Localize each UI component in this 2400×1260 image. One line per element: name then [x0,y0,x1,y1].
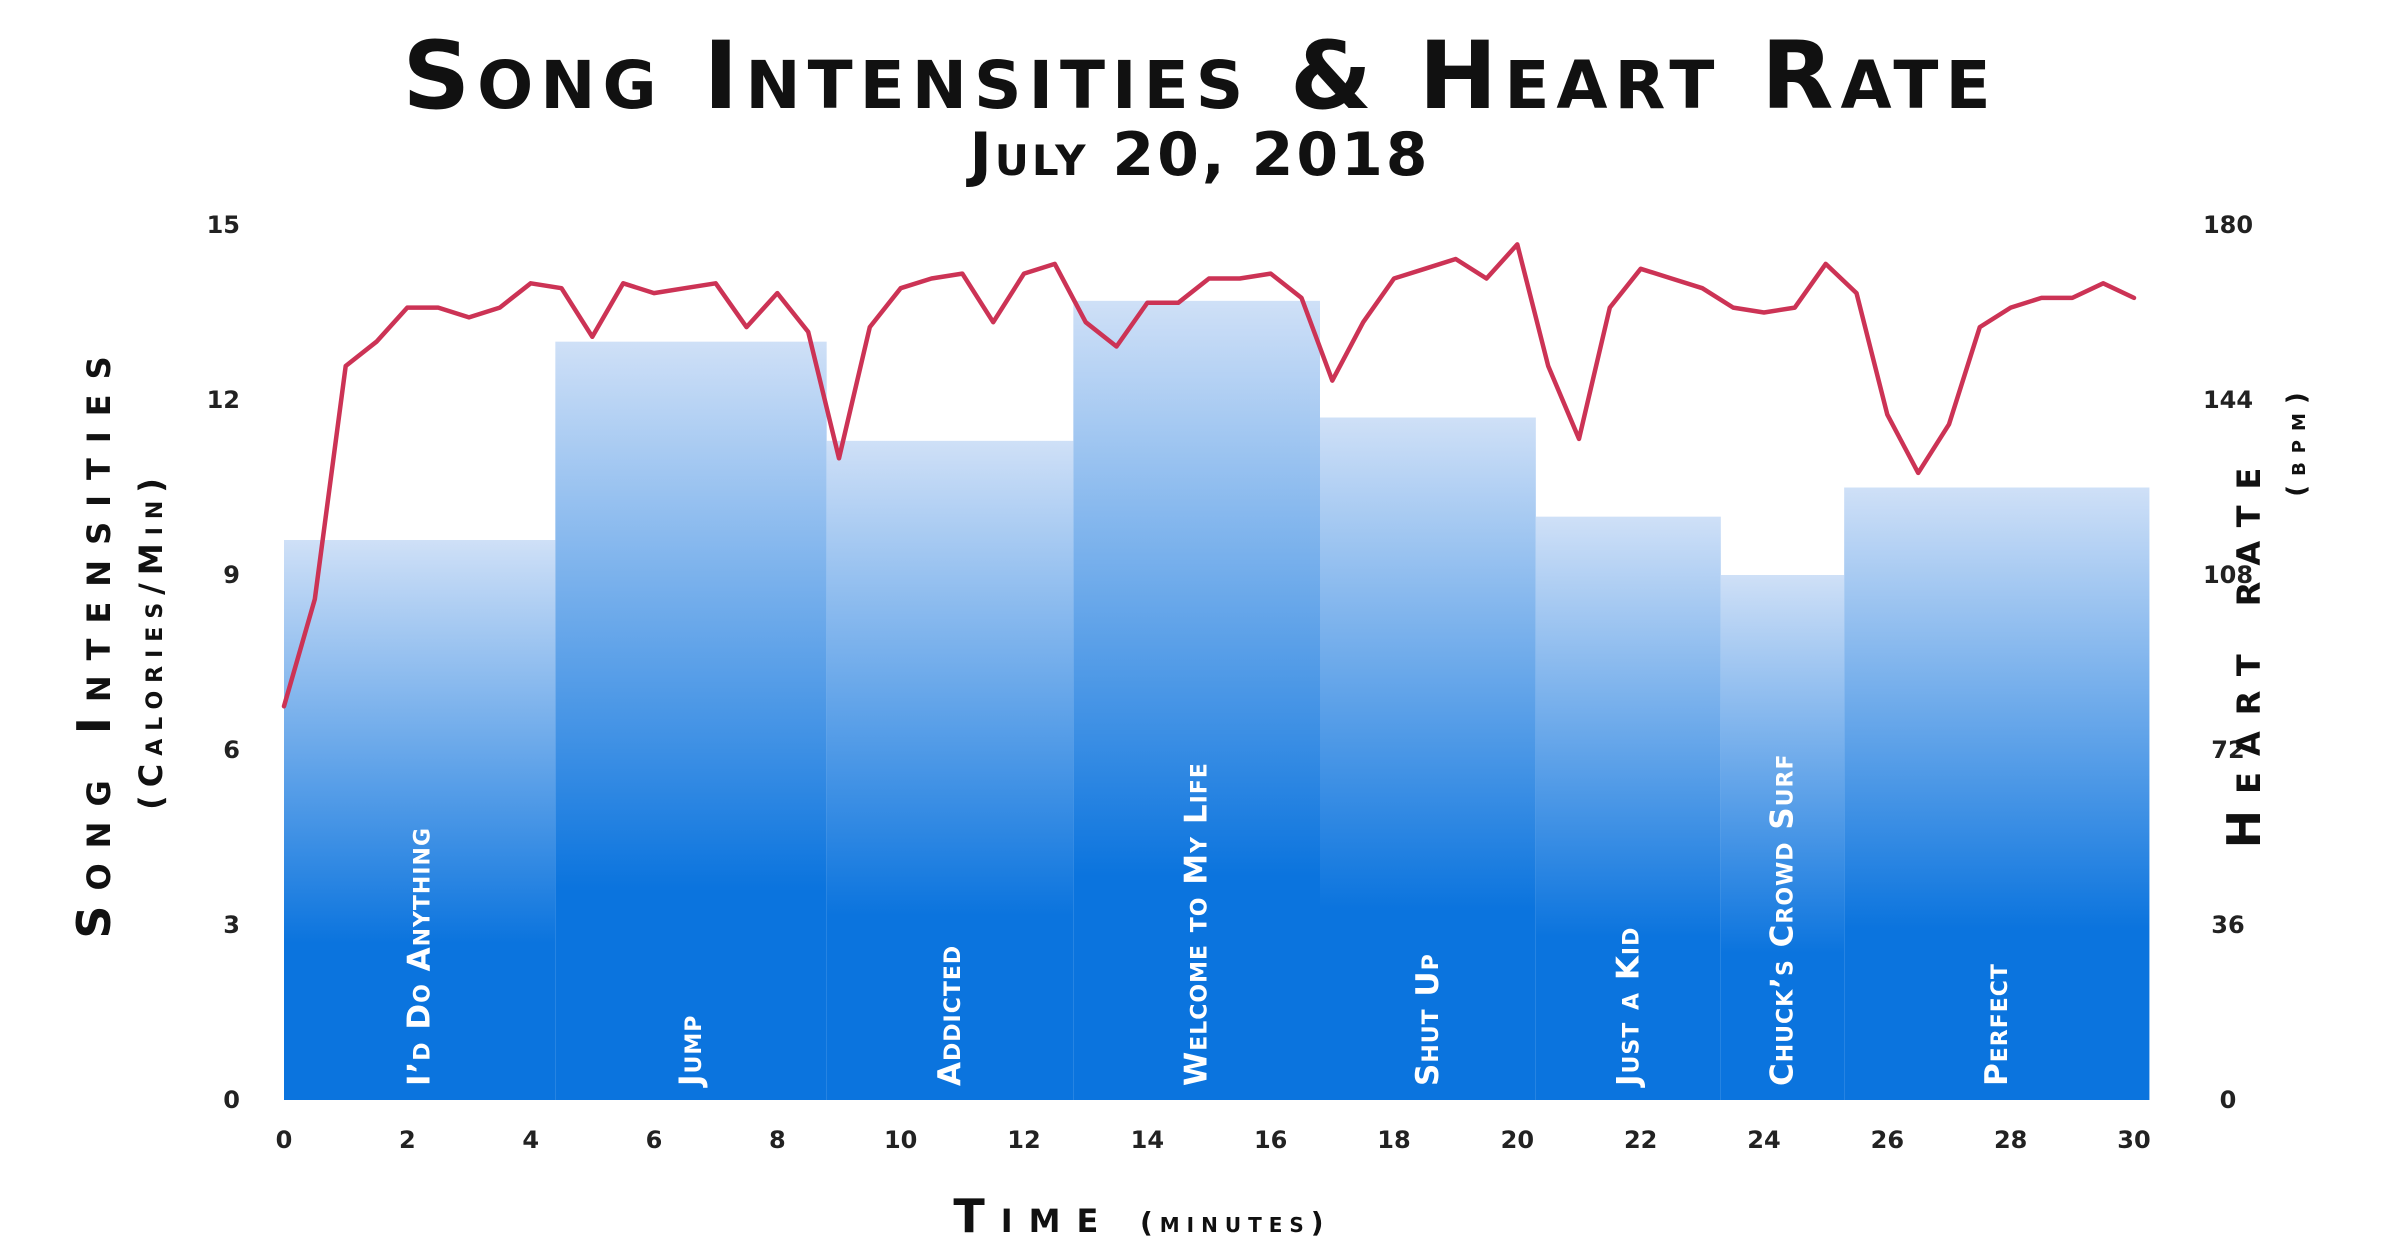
x-tick-label: 20 [1501,1126,1534,1154]
x-tick-label: 10 [884,1126,917,1154]
song-bar [1720,575,1845,1100]
song-bar [1844,487,2150,1100]
y-axis-title: Song Intensities [67,341,121,938]
x-tick-label: 18 [1377,1126,1410,1154]
song-label: Perfect [1979,963,2015,1086]
song-bar [284,540,556,1100]
y2-tick-label: 144 [2203,386,2253,414]
x-axis-title-main: Time [953,1189,1114,1243]
y2-axis-title: Heart rate [2217,452,2271,849]
heart-rate-layer [281,242,2137,709]
song-label: Shut Up [1410,953,1446,1086]
song-bar [1320,417,1536,1100]
x-tick-label: 28 [1994,1126,2027,1154]
x-tick-label: 2 [399,1126,416,1154]
x-tick-label: 30 [2117,1126,2150,1154]
y-tick-label: 6 [223,736,240,764]
y-tick-label: 15 [207,211,240,239]
x-tick-label: 8 [769,1126,786,1154]
y2-axis-unit: (bpm) [2282,383,2312,497]
y2-tick-label: 0 [2220,1086,2237,1114]
song-bar [555,341,827,1101]
song-bar [826,440,1074,1100]
x-tick-label: 4 [522,1126,539,1154]
song-label: I’d Do Anything [402,827,438,1086]
x-tick-label: 22 [1624,1126,1657,1154]
y-tick-label: 3 [223,911,240,939]
y-tick-label: 12 [207,386,240,414]
axes-layer: 0 2 4 6 8 10 12 14 16 18 20 22 24 26 28 300369121503672… [207,211,2253,1154]
bars-layer [284,300,2150,1101]
y2-tick-label: 36 [2211,911,2244,939]
x-axis-title-unit: (minutes) [1140,1206,1331,1239]
y2-tick-label: 108 [2203,561,2253,589]
song-label: Welcome to My Life [1179,762,1215,1086]
y-tick-label: 9 [223,561,240,589]
x-tick-label: 14 [1131,1126,1164,1154]
x-tick-label: 6 [646,1126,663,1154]
song-labels-layer: I’d Do Anything Jump Addicted Welcome to My… [402,753,2015,1088]
x-tick-label: 24 [1747,1126,1780,1154]
heart-rate-line [281,242,2137,709]
x-tick-label: 0 [276,1126,293,1154]
x-tick-label: 16 [1254,1126,1287,1154]
x-tick-label: 26 [1871,1126,1904,1154]
y-axis-unit: (Calories/Min) [132,470,170,810]
chart-subtitle: July 20, 2018 [969,120,1431,190]
x-axis-title: Time (minutes) [953,1189,1330,1243]
y2-tick-label: 180 [2203,211,2253,239]
song-label: Just a Kid [1610,927,1646,1088]
song-bar [1535,516,1721,1100]
song-label: Addicted [932,945,968,1086]
song-label: Chuck’s Crowd Surf [1765,753,1801,1086]
y-tick-label: 0 [223,1086,240,1114]
y2-tick-label: 72 [2211,736,2244,764]
chart-title: Song Intensities & Heart Rate [402,22,1998,131]
song-label: Jump [673,1015,709,1088]
song-bar [1073,300,1320,1100]
x-tick-label: 12 [1007,1126,1040,1154]
